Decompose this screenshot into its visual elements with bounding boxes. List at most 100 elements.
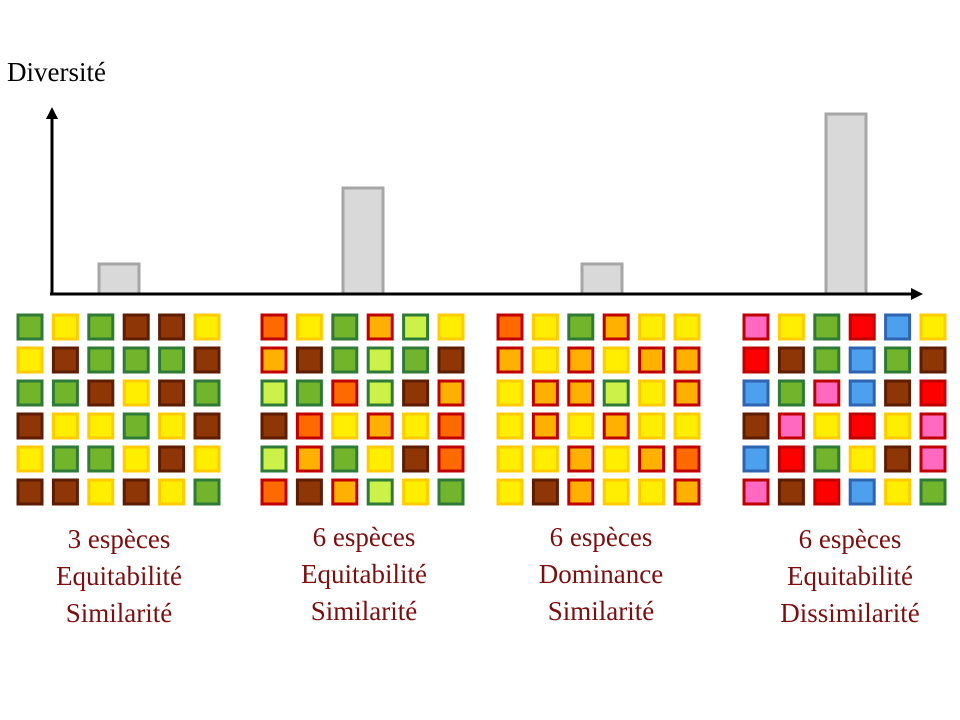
species-square: [158, 412, 186, 440]
species-square: [193, 379, 221, 407]
species-square: [531, 379, 559, 407]
species-square: [496, 313, 524, 341]
species-square: [51, 445, 79, 473]
species-square: [16, 445, 44, 473]
species-square: [193, 445, 221, 473]
species-square: [813, 445, 841, 473]
species-square: [673, 379, 701, 407]
species-square: [87, 445, 115, 473]
species-square: [331, 346, 359, 374]
species-square: [51, 412, 79, 440]
species-square: [638, 346, 666, 374]
species-square: [16, 478, 44, 506]
species-square: [193, 346, 221, 374]
species-square: [919, 379, 947, 407]
evenness-label: Equitabilité: [787, 561, 913, 591]
species-square: [437, 379, 465, 407]
species-square: [848, 379, 876, 407]
species-square: [602, 445, 630, 473]
similarity-label: Dissimilarité: [780, 598, 920, 628]
species-square: [158, 346, 186, 374]
species-square: [402, 313, 430, 341]
species-square: [777, 445, 805, 473]
species-square: [567, 379, 595, 407]
species-square: [122, 412, 150, 440]
species-square: [848, 346, 876, 374]
community-caption-2: 6 espèces Equitabilité Similarité: [254, 519, 474, 630]
species-square: [366, 412, 394, 440]
species-square: [51, 379, 79, 407]
species-square: [260, 412, 288, 440]
diversity-bar: [341, 186, 385, 296]
species-square: [295, 346, 323, 374]
species-square: [777, 412, 805, 440]
species-square: [366, 346, 394, 374]
species-square: [16, 379, 44, 407]
species-count-label: 6 espèces: [312, 522, 416, 552]
species-square: [884, 412, 912, 440]
evenness-label: Equitabilité: [301, 559, 427, 589]
diversity-bar: [97, 262, 141, 296]
species-square: [602, 379, 630, 407]
species-square: [848, 445, 876, 473]
evenness-label: Equitabilité: [56, 561, 182, 591]
species-square: [193, 412, 221, 440]
species-square: [295, 412, 323, 440]
species-square: [742, 478, 770, 506]
species-square: [496, 412, 524, 440]
species-square: [531, 313, 559, 341]
species-square: [437, 412, 465, 440]
species-square: [813, 346, 841, 374]
species-square: [919, 412, 947, 440]
species-square: [331, 313, 359, 341]
species-square: [742, 379, 770, 407]
species-square: [848, 478, 876, 506]
species-square: [531, 478, 559, 506]
species-grids: [16, 313, 947, 506]
species-square: [742, 412, 770, 440]
community-grid: [742, 313, 947, 506]
species-square: [437, 445, 465, 473]
species-square: [295, 313, 323, 341]
species-count-label: 6 espèces: [549, 522, 653, 552]
species-square: [567, 445, 595, 473]
species-square: [260, 346, 288, 374]
diversity-bar: [580, 262, 624, 296]
species-square: [848, 412, 876, 440]
species-square: [122, 478, 150, 506]
species-square: [158, 379, 186, 407]
evenness-label: Dominance: [538, 559, 664, 589]
species-square: [260, 313, 288, 341]
species-square: [158, 313, 186, 341]
species-square: [602, 478, 630, 506]
species-square: [366, 478, 394, 506]
species-square: [742, 313, 770, 341]
species-square: [884, 313, 912, 341]
species-square: [122, 346, 150, 374]
species-square: [260, 478, 288, 506]
species-square: [496, 478, 524, 506]
species-square: [51, 313, 79, 341]
species-square: [366, 445, 394, 473]
species-square: [673, 313, 701, 341]
species-square: [295, 379, 323, 407]
species-square: [402, 379, 430, 407]
species-square: [437, 313, 465, 341]
species-square: [777, 346, 805, 374]
species-square: [884, 346, 912, 374]
species-square: [496, 346, 524, 374]
species-square: [813, 379, 841, 407]
community-caption-1: 3 espèces Equitabilité Similarité: [9, 521, 229, 632]
species-square: [848, 313, 876, 341]
species-square: [638, 412, 666, 440]
species-square: [567, 412, 595, 440]
species-square: [567, 313, 595, 341]
species-square: [16, 412, 44, 440]
species-square: [437, 346, 465, 374]
species-square: [87, 313, 115, 341]
community-grid: [260, 313, 465, 506]
species-square: [366, 313, 394, 341]
species-count-label: 6 espèces: [798, 524, 902, 554]
species-square: [402, 478, 430, 506]
species-square: [366, 379, 394, 407]
